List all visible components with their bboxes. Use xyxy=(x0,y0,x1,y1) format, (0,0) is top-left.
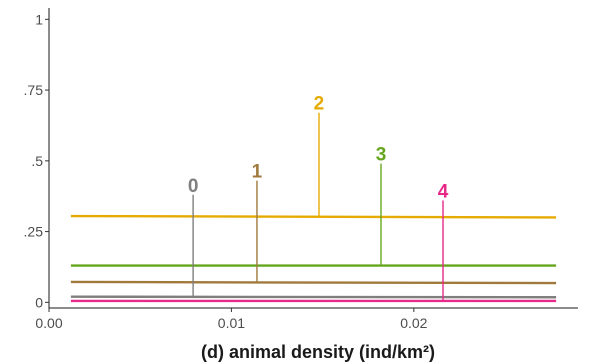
y-tick-label: .75 xyxy=(24,82,44,98)
y-tick-label: .25 xyxy=(24,224,44,240)
axes: 0 .25 .5 .75 1 0.00 0.01 0.02 xyxy=(24,8,578,331)
mode-label-4: 4 xyxy=(438,181,449,202)
mode-label-0: 0 xyxy=(188,176,199,197)
series-layer: 0 1 2 3 4 xyxy=(70,94,557,303)
series-line-1 xyxy=(70,280,557,285)
series-line-0 xyxy=(70,295,557,299)
y-tick-label: 1 xyxy=(35,11,43,27)
y-tick-label: .5 xyxy=(31,153,43,169)
x-tick-label: 0.00 xyxy=(35,315,62,331)
mode-label-3: 3 xyxy=(376,145,387,166)
y-tick-label: 0 xyxy=(35,294,43,310)
x-tick-label: 0.01 xyxy=(218,315,245,331)
series-line-2 xyxy=(70,214,557,219)
x-axis-title: (d) animal density (ind/km²) xyxy=(201,342,435,362)
mode-label-1: 1 xyxy=(252,162,263,183)
mode-label-2: 2 xyxy=(314,94,325,115)
x-tick-label: 0.02 xyxy=(400,315,427,331)
